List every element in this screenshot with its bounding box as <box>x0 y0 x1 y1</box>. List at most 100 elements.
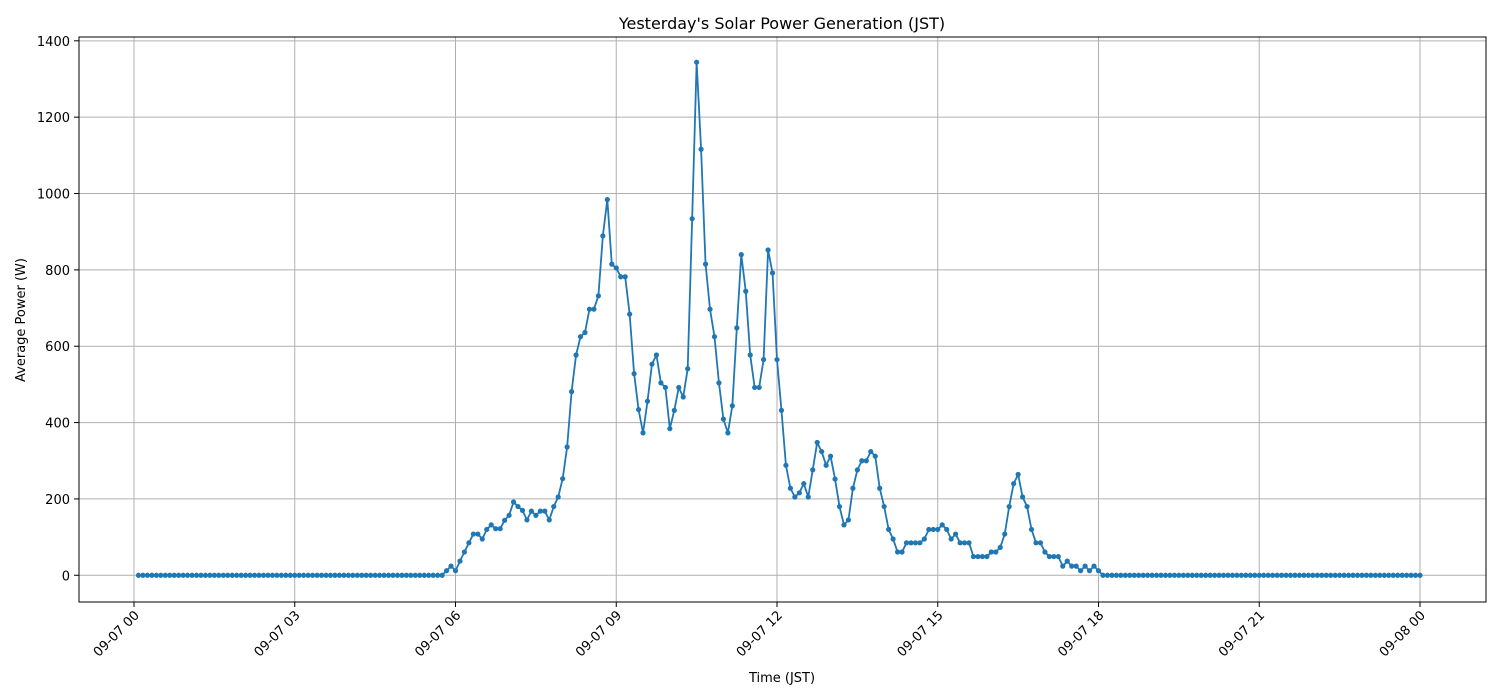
data-point <box>515 503 521 510</box>
data-point <box>452 568 459 574</box>
data-point <box>439 572 445 578</box>
data-point <box>827 453 834 459</box>
data-point <box>176 572 182 578</box>
data-point <box>394 572 401 578</box>
data-point <box>1323 572 1329 578</box>
data-point <box>1149 572 1155 578</box>
data-point <box>1372 572 1378 578</box>
data-point <box>1060 563 1066 569</box>
data-point <box>792 494 798 500</box>
data-point <box>975 553 981 560</box>
data-point <box>997 544 1003 551</box>
data-point <box>251 572 258 578</box>
data-point <box>564 444 570 450</box>
data-point <box>1042 549 1048 555</box>
data-point <box>618 274 624 280</box>
data-point <box>738 252 744 258</box>
data-point <box>1064 558 1070 564</box>
data-point <box>1368 572 1374 578</box>
data-point <box>1337 572 1343 578</box>
data-point <box>1091 563 1097 569</box>
data-point <box>948 536 954 542</box>
data-point <box>144 572 150 578</box>
data-point <box>894 549 901 555</box>
data-point <box>877 485 883 491</box>
data-point <box>1283 572 1289 578</box>
data-point <box>310 572 316 578</box>
data-point <box>903 540 910 546</box>
data-point <box>385 572 392 578</box>
x-tick-label: 09-07 12 <box>734 608 786 660</box>
data-point <box>1287 572 1294 578</box>
data-point <box>984 553 990 560</box>
data-point <box>1225 572 1231 578</box>
data-point <box>363 572 369 578</box>
data-point <box>537 508 543 514</box>
data-point <box>1274 572 1280 578</box>
data-point <box>426 572 432 578</box>
data-point <box>376 572 383 578</box>
data-point <box>198 572 204 578</box>
data-point <box>229 572 235 578</box>
data-point <box>1162 572 1169 578</box>
data-point <box>323 572 329 578</box>
data-point <box>872 453 878 459</box>
data-point <box>1247 572 1253 578</box>
data-point <box>1033 540 1039 546</box>
chart-title: Yesterday's Solar Power Generation (JST) <box>618 14 945 33</box>
data-point <box>694 59 700 65</box>
data-point <box>412 572 418 578</box>
data-point <box>1015 471 1021 478</box>
data-point <box>243 572 249 578</box>
data-point <box>162 572 168 578</box>
data-point <box>591 306 597 312</box>
x-tick-label: 09-07 09 <box>573 608 625 660</box>
data-point <box>443 568 450 574</box>
data-point <box>171 572 177 578</box>
data-point <box>225 572 231 578</box>
data-point <box>1332 572 1338 578</box>
data-point <box>1055 553 1061 560</box>
data-point <box>1104 572 1111 578</box>
data-point <box>551 503 557 510</box>
data-point <box>966 540 972 546</box>
data-point <box>1216 572 1222 578</box>
data-point <box>868 448 874 455</box>
x-tick-label: 09-07 15 <box>895 608 947 660</box>
data-point <box>493 526 499 532</box>
data-point <box>1127 572 1133 578</box>
data-point <box>542 508 548 514</box>
data-point <box>350 572 356 578</box>
data-point <box>1417 572 1423 578</box>
data-point <box>327 572 334 578</box>
data-point <box>845 517 852 523</box>
data-point <box>1006 503 1012 510</box>
data-point <box>1328 572 1334 578</box>
x-axis-title: Time (JST) <box>748 671 815 686</box>
data-point <box>1207 572 1213 578</box>
data-point <box>421 572 427 578</box>
data-point <box>1122 572 1128 578</box>
data-point <box>810 467 816 473</box>
data-point <box>1252 572 1258 578</box>
data-point <box>756 384 762 391</box>
y-tick-label: 1000 <box>37 188 70 203</box>
data-point <box>944 526 950 533</box>
data-point <box>935 526 941 533</box>
data-point <box>1399 572 1405 578</box>
data-point <box>528 508 535 514</box>
data-point <box>702 261 709 267</box>
data-point <box>158 572 164 578</box>
series-line <box>138 61 1420 577</box>
data-point <box>359 572 365 578</box>
data-point <box>939 522 945 528</box>
data-point <box>1113 572 1119 578</box>
data-point <box>627 311 633 317</box>
data-point <box>1212 572 1218 578</box>
data-point <box>970 553 977 560</box>
data-point <box>256 572 262 578</box>
data-point <box>153 572 159 578</box>
data-point <box>1310 572 1316 578</box>
data-series <box>135 59 1423 578</box>
